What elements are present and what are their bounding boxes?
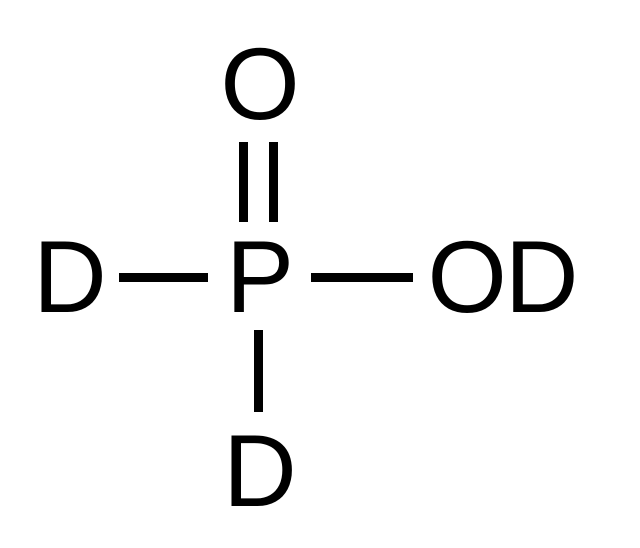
bond-right-single bbox=[311, 273, 413, 282]
chemical-structure-diagram: P O D OD D bbox=[0, 0, 640, 548]
atom-top-oxygen: O bbox=[220, 33, 297, 135]
atom-right-od-group: OD bbox=[428, 226, 577, 328]
bond-bottom-single bbox=[254, 330, 263, 412]
atom-left-deuterium: D bbox=[33, 226, 105, 328]
atom-center-phosphorus: P bbox=[226, 226, 292, 328]
atom-bottom-deuterium: D bbox=[223, 420, 295, 522]
bond-top-double-b bbox=[269, 142, 278, 222]
bond-left-single bbox=[119, 273, 208, 282]
bond-top-double-a bbox=[239, 142, 248, 222]
